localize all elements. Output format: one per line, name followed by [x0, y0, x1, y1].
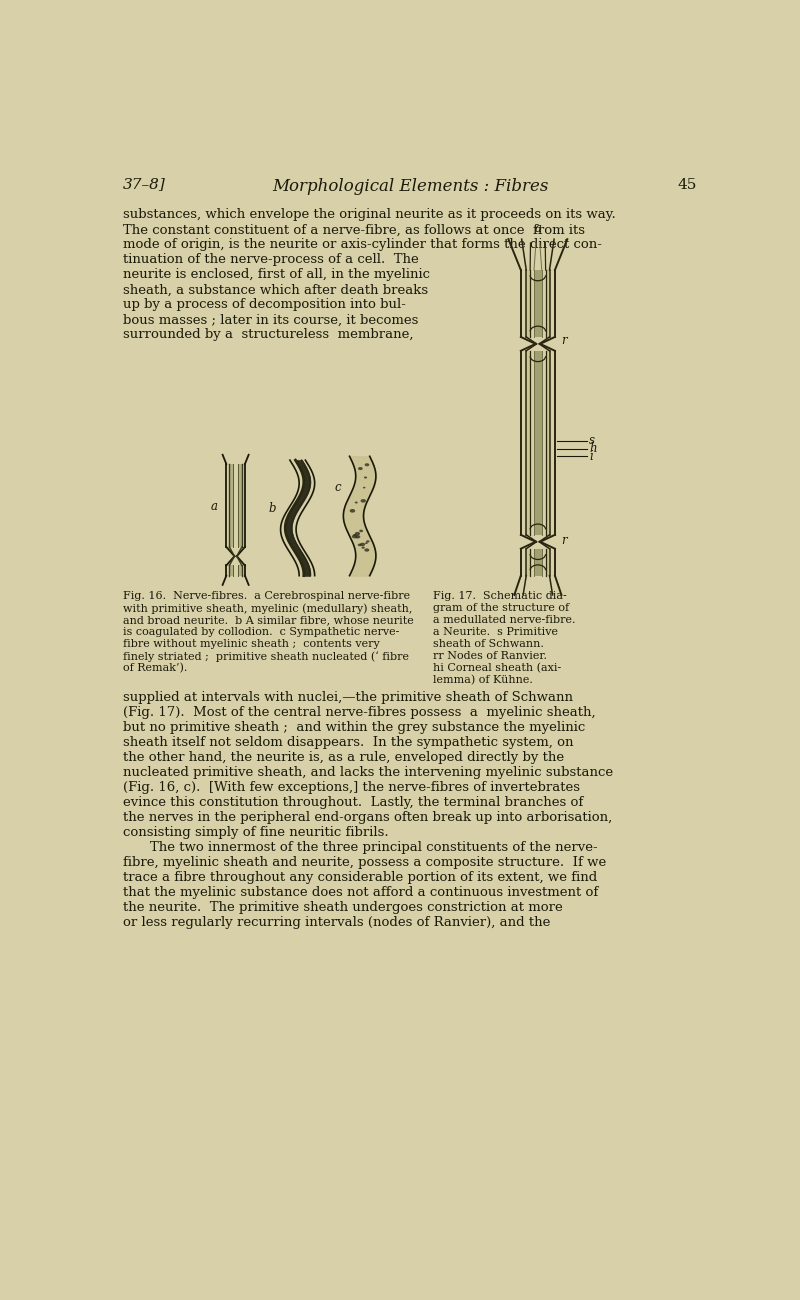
- Text: that the myelinic substance does not afford a continuous investment of: that the myelinic substance does not aff…: [123, 887, 598, 900]
- Text: sheath, a substance which after death breaks: sheath, a substance which after death br…: [123, 283, 428, 296]
- Text: of Remak’).: of Remak’).: [123, 663, 188, 673]
- Text: The constant constituent of a nerve-fibre, as follows at once  from its: The constant constituent of a nerve-fibr…: [123, 224, 586, 237]
- Ellipse shape: [365, 463, 370, 467]
- Text: or less regularly recurring intervals (nodes of Ranvier), and the: or less regularly recurring intervals (n…: [123, 916, 550, 930]
- Ellipse shape: [364, 477, 367, 478]
- Text: r: r: [561, 534, 566, 547]
- Ellipse shape: [360, 542, 365, 546]
- Polygon shape: [238, 464, 242, 547]
- Text: The two innermost of the three principal constituents of the nerve-: The two innermost of the three principal…: [150, 841, 598, 854]
- Text: but no primitive sheath ;  and within the grey substance the myelinic: but no primitive sheath ; and within the…: [123, 722, 586, 734]
- Polygon shape: [546, 549, 550, 576]
- Text: r: r: [561, 334, 566, 347]
- Ellipse shape: [361, 499, 366, 503]
- Text: consisting simply of fine neuritic fibrils.: consisting simply of fine neuritic fibri…: [123, 827, 389, 840]
- Text: Morphological Elements : Fibres: Morphological Elements : Fibres: [272, 178, 548, 195]
- Text: tinuation of the nerve-process of a cell.  The: tinuation of the nerve-process of a cell…: [123, 254, 419, 266]
- Ellipse shape: [365, 542, 368, 543]
- Text: b: b: [268, 502, 276, 515]
- Polygon shape: [546, 270, 550, 337]
- Text: up by a process of decomposition into bul-: up by a process of decomposition into bu…: [123, 299, 406, 312]
- Text: sheath of Schwann.: sheath of Schwann.: [434, 638, 544, 649]
- Text: is coagulated by collodion.  c Sympathetic nerve-: is coagulated by collodion. c Sympatheti…: [123, 627, 400, 637]
- Text: mode of origin, is the neurite or axis-cylinder that forms the direct con-: mode of origin, is the neurite or axis-c…: [123, 238, 602, 251]
- Ellipse shape: [362, 546, 365, 549]
- Text: a: a: [210, 500, 218, 514]
- Ellipse shape: [358, 467, 362, 471]
- Ellipse shape: [359, 529, 363, 532]
- Text: and broad neurite.  b A similar fibre, whose neurite: and broad neurite. b A similar fibre, wh…: [123, 615, 414, 625]
- Ellipse shape: [353, 534, 356, 536]
- Text: 45: 45: [678, 178, 697, 191]
- Text: evince this constitution throughout.  Lastly, the terminal branches of: evince this constitution throughout. Las…: [123, 797, 583, 810]
- Polygon shape: [230, 464, 234, 547]
- Text: hi Corneal sheath (axi-: hi Corneal sheath (axi-: [434, 663, 562, 673]
- Text: Fig. 16.  Nerve-fibres.  a Cerebrospinal nerve-fibre: Fig. 16. Nerve-fibres. a Cerebrospinal n…: [123, 592, 410, 601]
- Ellipse shape: [364, 549, 370, 551]
- Polygon shape: [526, 351, 530, 534]
- Polygon shape: [526, 549, 530, 576]
- Text: bous masses ; later in its course, it becomes: bous masses ; later in its course, it be…: [123, 313, 418, 326]
- Text: the nerves in the peripheral end-organs often break up into arborisation,: the nerves in the peripheral end-organs …: [123, 811, 613, 824]
- Text: nucleated primitive sheath, and lacks the intervening myelinic substance: nucleated primitive sheath, and lacks th…: [123, 766, 614, 779]
- Text: (Fig. 16, c).  [With few exceptions,] the nerve-fibres of invertebrates: (Fig. 16, c). [With few exceptions,] the…: [123, 781, 580, 794]
- Ellipse shape: [350, 510, 355, 512]
- Text: fibre, myelinic sheath and neurite, possess a composite structure.  If we: fibre, myelinic sheath and neurite, poss…: [123, 857, 606, 870]
- Text: substances, which envelope the original neurite as it proceeds on its way.: substances, which envelope the original …: [123, 208, 616, 221]
- Polygon shape: [230, 566, 234, 576]
- Text: i: i: [589, 450, 593, 463]
- Text: rr Nodes of Ranvier.: rr Nodes of Ranvier.: [434, 651, 547, 660]
- Text: a Neurite.  s Primitive: a Neurite. s Primitive: [434, 627, 558, 637]
- Polygon shape: [238, 566, 242, 576]
- Text: finely striated ;  primitive sheath nucleated (‘ fibre: finely striated ; primitive sheath nucle…: [123, 651, 410, 662]
- Text: gram of the structure of: gram of the structure of: [434, 603, 570, 614]
- Text: trace a fibre throughout any considerable portion of its extent, we find: trace a fibre throughout any considerabl…: [123, 871, 598, 884]
- Text: lemma) of Kühne.: lemma) of Kühne.: [434, 675, 533, 685]
- Text: 37–8]: 37–8]: [123, 178, 166, 191]
- Polygon shape: [534, 351, 542, 534]
- Ellipse shape: [354, 502, 358, 503]
- Ellipse shape: [352, 534, 358, 538]
- Text: Fig. 17.  Schematic dia-: Fig. 17. Schematic dia-: [434, 592, 567, 601]
- Text: s: s: [589, 434, 595, 447]
- Text: the other hand, the neurite is, as a rule, enveloped directly by the: the other hand, the neurite is, as a rul…: [123, 751, 564, 764]
- Text: with primitive sheath, myelinic (medullary) sheath,: with primitive sheath, myelinic (medulla…: [123, 603, 413, 614]
- Text: a medullated nerve-fibre.: a medullated nerve-fibre.: [434, 615, 576, 625]
- Polygon shape: [534, 270, 542, 337]
- Text: a: a: [534, 221, 542, 234]
- Text: supplied at intervals with nuclei,—the primitive sheath of Schwann: supplied at intervals with nuclei,—the p…: [123, 692, 574, 705]
- Polygon shape: [546, 351, 550, 534]
- Text: fibre without myelinic sheath ;  contents very: fibre without myelinic sheath ; contents…: [123, 638, 380, 649]
- Polygon shape: [534, 549, 542, 576]
- Ellipse shape: [366, 541, 370, 542]
- Text: (Fig. 17).  Most of the central nerve-fibres possess  a  myelinic sheath,: (Fig. 17). Most of the central nerve-fib…: [123, 706, 596, 719]
- Ellipse shape: [358, 543, 362, 546]
- Ellipse shape: [355, 532, 360, 536]
- Text: neurite is enclosed, first of all, in the myelinic: neurite is enclosed, first of all, in th…: [123, 268, 430, 281]
- Text: c: c: [334, 481, 342, 494]
- Text: sheath itself not seldom disappears.  In the sympathetic system, on: sheath itself not seldom disappears. In …: [123, 736, 574, 749]
- Text: h: h: [589, 442, 597, 455]
- Text: the neurite.  The primitive sheath undergoes constriction at more: the neurite. The primitive sheath underg…: [123, 901, 563, 914]
- Ellipse shape: [363, 486, 366, 489]
- Ellipse shape: [355, 536, 360, 538]
- Text: surrounded by a  structureless  membrane,: surrounded by a structureless membrane,: [123, 329, 414, 342]
- Polygon shape: [526, 270, 530, 337]
